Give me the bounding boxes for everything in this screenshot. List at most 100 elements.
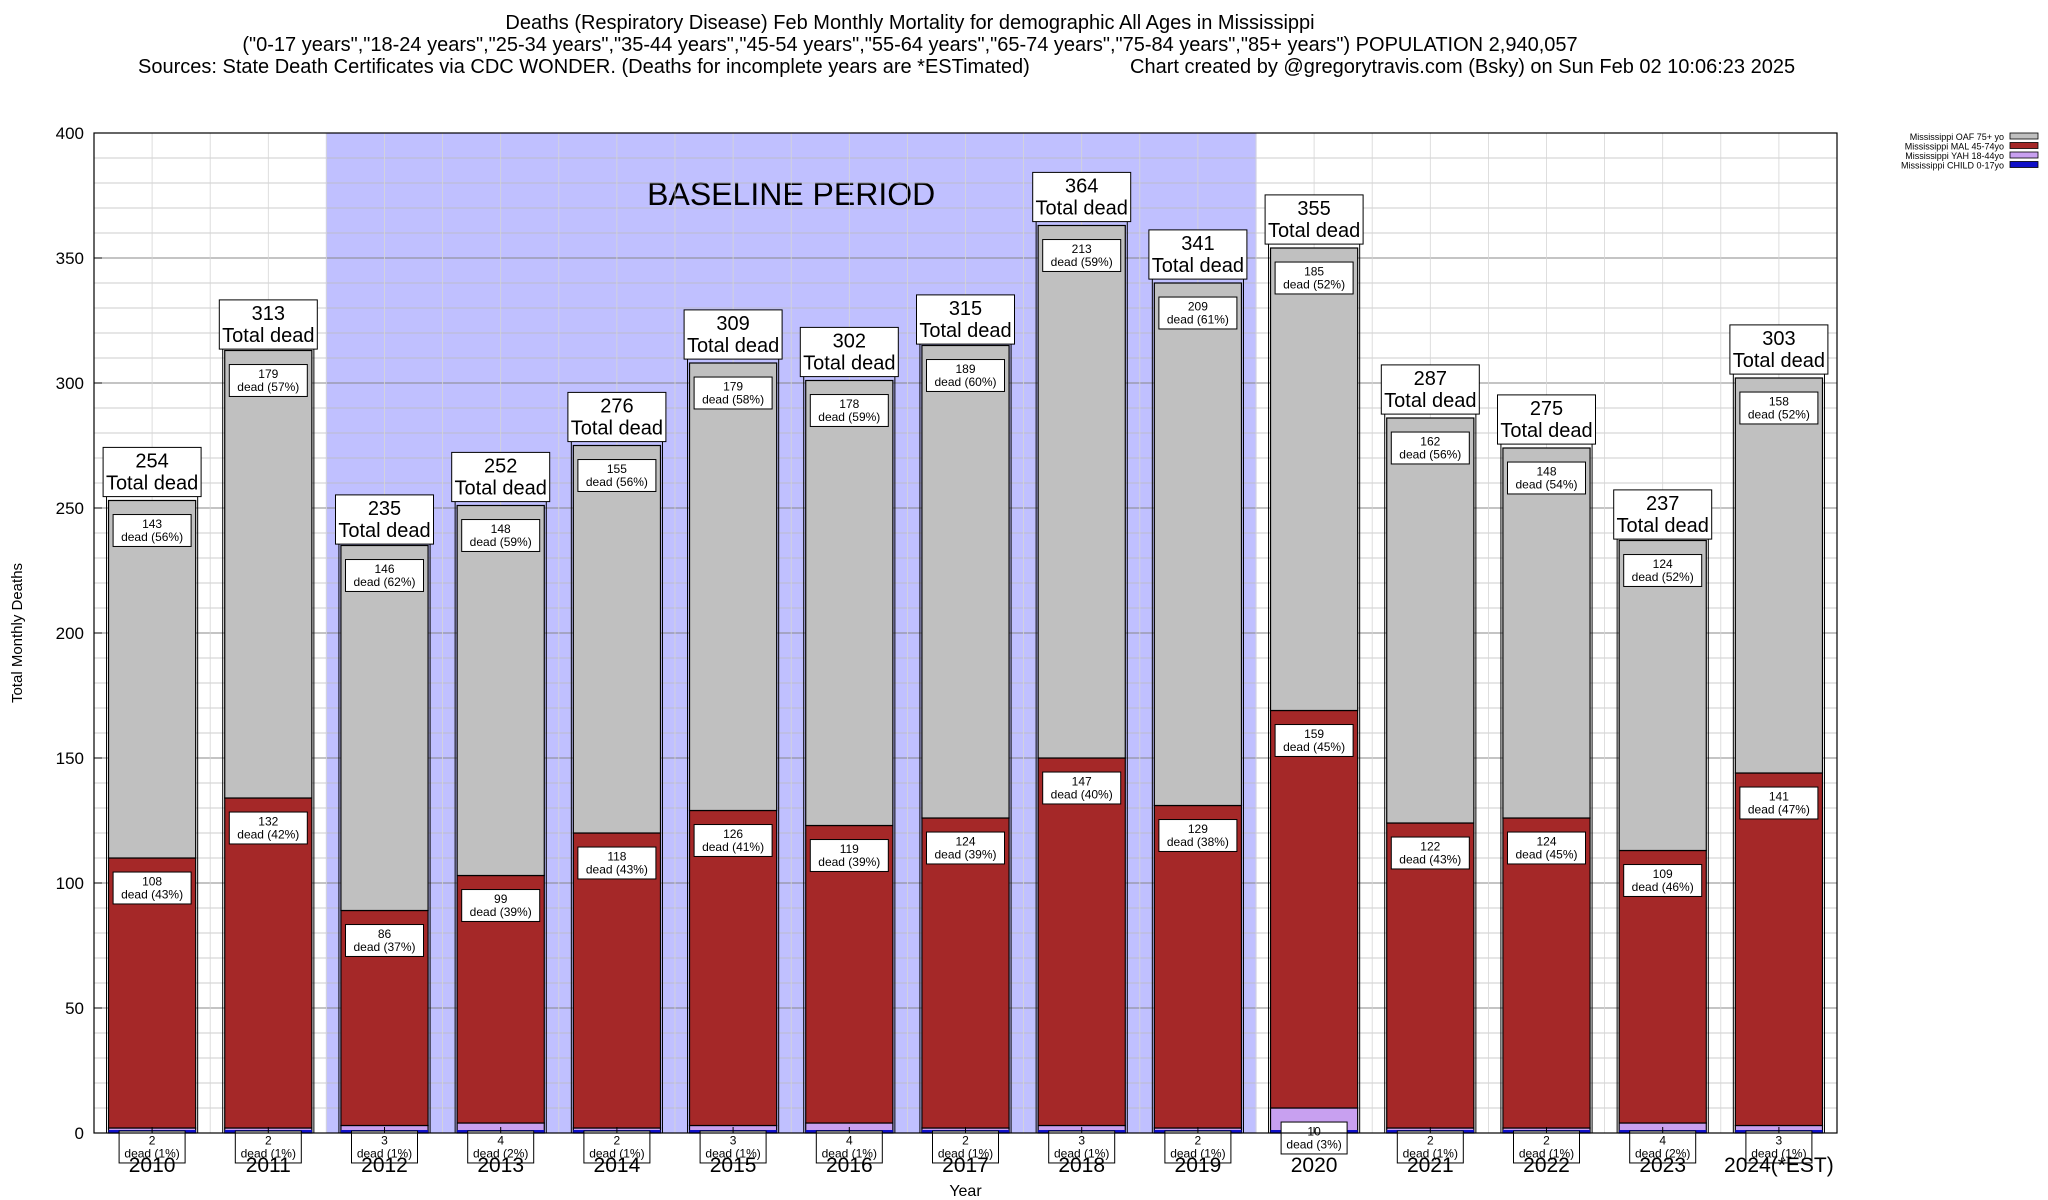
label-yah-2016-text: dead (1%) [822,1146,877,1160]
label-yah-2024(*EST)-text: dead (1%) [1751,1146,1806,1160]
x-tick-label: 2014 [594,1154,641,1177]
label-yah-2012-text: dead (1%) [357,1146,412,1160]
x-tick-label: 2024(*EST) [1724,1154,1834,1177]
label-mal-2019-text: dead (38%) [1167,835,1229,849]
label-oaf-2023-text: 124 [1653,557,1673,571]
total-label-2022-text: Total dead [1500,420,1592,442]
bar-mal-2017 [921,817,1010,1129]
label-mal-2017-box [926,831,1005,865]
label-yah-2015-text: dead (1%) [705,1146,760,1160]
label-oaf-2016-text: dead (59%) [818,410,880,424]
total-label-2017-box [916,294,1015,345]
total-label-2010-box [102,446,202,498]
label-oaf-2010-text: dead (56%) [121,530,183,544]
label-oaf-2024(*EST)-box [1739,391,1819,425]
total-label-2023-text: 237 [1646,493,1679,515]
total-label-2021-text: 287 [1414,368,1447,390]
label-mal-2012-box [345,924,424,957]
label-oaf-2011-box [228,364,308,397]
label-yah-2013-box [467,1130,535,1164]
label-oaf-2012-box [345,559,424,592]
label-mal-2021-box [1390,836,1470,870]
total-label-2014-text: Total dead [571,417,663,439]
label-mal-2016-text: 119 [840,842,859,856]
label-mal-2022-text: 124 [1536,834,1556,848]
legend-label: Mississippi MAL 45-74yo [1905,142,2004,152]
label-mal-2010-box [112,871,192,905]
label-yah-2013-text: dead (2%) [473,1146,528,1160]
total-label-2012-text: Total dead [338,520,430,542]
label-yah-2018-box [1048,1130,1116,1164]
total-label-2014-text: 276 [600,396,633,418]
label-yah-2024(*EST)-box [1745,1130,1813,1164]
label-oaf-2020-box [1274,261,1354,295]
label-mal-2014-text: 118 [607,849,626,863]
bar-oaf-2021 [1386,417,1475,824]
bar-oaf-2015 [688,362,778,812]
label-oaf-2017-box [926,359,1005,392]
total-label-2015-text: Total dead [687,335,779,357]
bar-oaf-2012 [340,544,429,912]
bar-oaf-2018 [1037,224,1126,759]
total-label-2021-text: Total dead [1384,390,1476,412]
total-label-2021-box [1380,364,1480,415]
chart-sources: Sources: State Death Certificates via CD… [138,56,1030,78]
label-mal-2021-text: dead (43%) [1399,852,1461,866]
x-tick-label: 2021 [1407,1154,1454,1177]
total-label-2013-text: Total dead [455,477,547,499]
y-tick-label: 350 [56,249,84,268]
label-mal-2017-text: dead (39%) [934,847,996,861]
legend-swatch [2009,161,2039,168]
total-label-2024(*EST)-box [1729,324,1829,375]
bar-oaf-2010 [107,499,197,859]
label-oaf-2021-text: dead (56%) [1399,447,1461,461]
label-mal-2018-text: dead (40%) [1051,787,1113,801]
total-label-2013-text: 252 [484,456,517,478]
bar-mal-2022 [1502,817,1591,1129]
total-label-2016-text: Total dead [803,352,895,374]
total-label-2018-box [1032,171,1132,223]
total-label-2024(*EST)-text: Total dead [1733,350,1825,372]
label-oaf-2018-text: dead (59%) [1051,255,1113,269]
label-yah-2024(*EST)-text: 3 [1776,1133,1783,1147]
total-label-2011-box [218,299,318,350]
label-oaf-2021-text: 162 [1420,434,1440,448]
label-yah-2013-text: 4 [497,1133,504,1147]
label-oaf-2015-box [693,376,773,410]
y-axis-label: Total Monthly Deaths [9,563,26,703]
label-yah-2018-text: 3 [1078,1133,1085,1147]
legend-label: Mississippi YAH 18-44yo [1905,151,2004,161]
y-tick-label: 150 [56,749,84,768]
total-label-2023-text: Total dead [1617,515,1709,537]
label-mal-2010-text: dead (43%) [121,887,183,901]
label-oaf-2018-box [1042,239,1122,272]
label-yah-2021-text: 2 [1427,1133,1434,1147]
label-mal-2020-box [1274,724,1354,757]
